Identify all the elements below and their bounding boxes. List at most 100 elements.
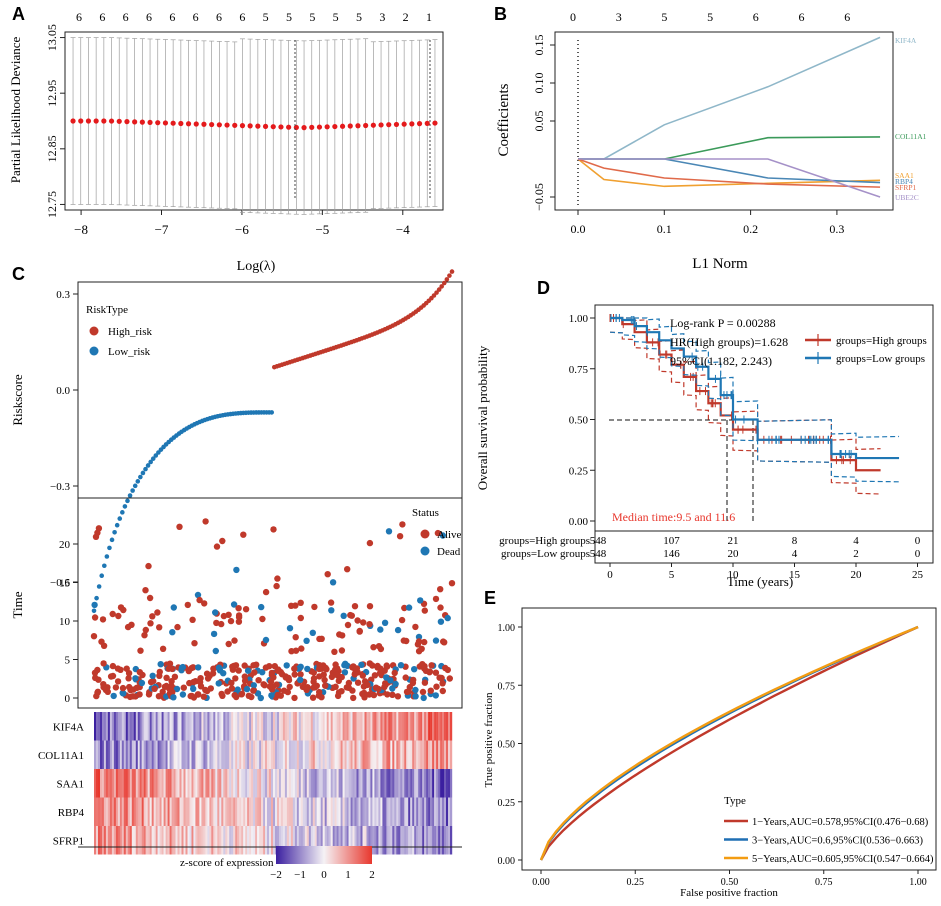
heatmap-cell [314,826,317,855]
time-point [268,692,275,699]
time-point [399,521,406,528]
panel-a-frame [64,31,444,211]
time-point [210,630,218,638]
time-point [184,601,191,609]
heatmap-cell [249,826,252,855]
heatmap-cell [288,826,292,855]
heatmap-cell [185,740,188,769]
panel-b-xlabel: L1 Norm [692,256,748,272]
heatmap-cell [255,712,258,741]
heatmap-cell [102,797,105,826]
heatmap-cell [199,826,202,855]
heatmap-cell [269,769,272,798]
time-point [90,633,98,640]
heatmap-cell [404,712,407,741]
time-point [422,667,430,674]
heatmap-cell [191,712,194,741]
heatmap-gene-sfrp1: SFRP1 [53,835,84,847]
heatmap-cell [324,826,327,855]
heatmap-cell [96,740,99,769]
risk-score-curve [91,269,455,614]
time-point [125,670,133,677]
heatmap-cell [119,740,123,769]
heatmap-cell [382,769,385,798]
heatmap-cell [149,712,152,741]
heatmap-cell [366,712,369,741]
heatmap-cell [300,826,303,855]
heatmap-cell [243,826,246,855]
heatmap-cell [189,797,192,826]
heatmap-cell [374,797,377,826]
time-point [303,686,310,693]
heatmap-cell [211,797,214,826]
heatmap-cell [378,797,381,826]
heatmap-cell [187,712,190,741]
time-point [292,634,299,641]
heatmap-cell [362,769,365,798]
time-point [163,674,170,681]
panel-a-top-counts: 6 6 6 6 6 6 6 6 5 5 5 5 5 3 2 1 [76,10,432,24]
heatmap-cell [149,826,152,855]
heatmap-cell [221,769,224,798]
heatmap-cell [280,826,284,855]
heatmap-cell [197,712,200,741]
heatmap-cell [334,740,337,769]
time-point [157,661,164,668]
heatmap-cell [330,769,333,798]
heatmap-cell [165,826,168,855]
heatmap-cell [322,712,325,741]
heatmap-cell [131,797,134,826]
heatmap-cell [213,740,216,769]
heatmap-cell [376,826,379,855]
heatmap-cell [157,712,160,741]
heatmap-cell [388,797,391,826]
heatmap-cell [390,769,393,798]
heatmap-cell [255,826,258,855]
heatmap-cell [428,740,431,769]
heatmap-cell [394,712,397,741]
heatmap-cell [237,797,240,826]
heatmap-cell [326,712,329,741]
heatmap-cell [209,826,212,855]
heatmap-cell [102,712,105,741]
heatmap-cell [191,826,194,855]
time-point [282,673,289,680]
heatmap-cell [450,826,453,855]
heatmap-cell [280,797,284,826]
heatmap-cell [442,769,445,798]
heatmap-cell [298,740,301,769]
panel-b-top-count: 5 [707,10,713,24]
heatmap-cell [125,797,128,826]
heatmap-cell [304,797,307,826]
time-scatter-points [90,518,456,702]
heatmap-cell [219,740,222,769]
heatmap-cell [129,826,132,855]
heatmap-cell [102,769,105,798]
time-point [360,619,367,626]
time-point [191,640,198,647]
risk-table-count: 0 [915,535,921,547]
heatmap-cell [316,740,319,769]
heatmap-cell [296,740,300,769]
heatmap-cell [277,826,280,855]
panel-a-ytick-label: 12.75 [45,191,59,218]
heatmap-cell [229,712,232,741]
heatmap-cell [181,712,184,741]
heatmap-cell [426,797,429,826]
km-ytick-label: 0.50 [569,415,589,427]
heatmap-cell [430,712,433,741]
heatmap-cell [261,712,264,741]
heatmap-cell [320,826,323,855]
coef-path-saa1 [577,158,881,188]
heatmap-cell [151,712,154,741]
heatmap-cell [354,712,357,741]
heatmap-cell [105,712,109,741]
heatmap-cell [157,740,160,769]
heatmap-cell [360,797,363,826]
km-legend-high: groups=High groups [836,335,927,347]
heatmap-cell [428,712,431,741]
heatmap-cell [147,797,150,826]
heatmap-cell [233,826,236,855]
time-point [258,603,265,611]
heatmap-cell [354,740,357,769]
